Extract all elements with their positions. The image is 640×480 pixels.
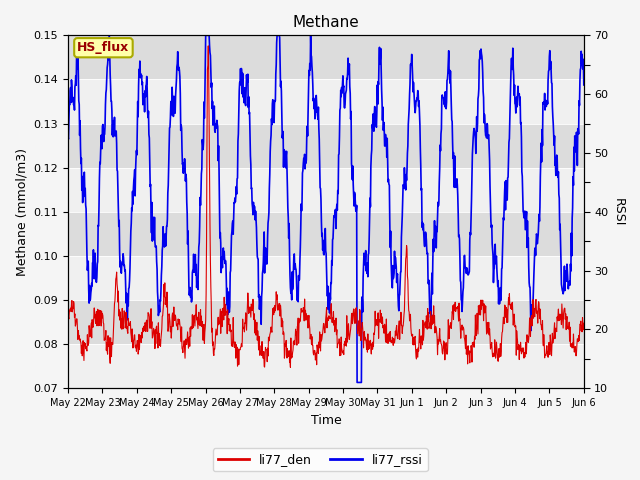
Bar: [68, 80, 584, 123]
Text: HS_flux: HS_flux: [77, 41, 129, 54]
Y-axis label: RSSI: RSSI: [612, 198, 625, 226]
Bar: [68, 300, 584, 344]
Bar: [68, 256, 584, 300]
Title: Methane: Methane: [292, 15, 359, 30]
Y-axis label: Methane (mmol/m3): Methane (mmol/m3): [15, 148, 28, 276]
Bar: [68, 344, 584, 388]
Bar: [68, 168, 584, 212]
Legend: li77_den, li77_rssi: li77_den, li77_rssi: [212, 448, 428, 471]
Bar: [68, 212, 584, 256]
X-axis label: Time: Time: [310, 414, 341, 427]
Bar: [68, 123, 584, 168]
Bar: [68, 36, 584, 80]
